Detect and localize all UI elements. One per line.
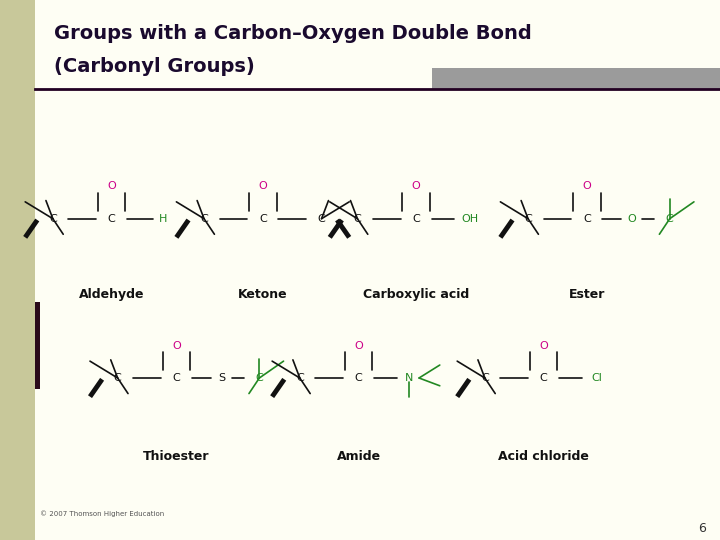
Text: Ketone: Ketone <box>238 288 287 301</box>
Text: C: C <box>296 373 304 383</box>
Text: Thioester: Thioester <box>143 450 210 463</box>
Text: O: O <box>172 341 181 350</box>
Text: S: S <box>217 373 225 383</box>
Text: O: O <box>354 341 363 350</box>
Text: Carboxylic acid: Carboxylic acid <box>363 288 469 301</box>
Text: Amide: Amide <box>336 450 381 463</box>
Text: O: O <box>412 181 420 191</box>
Text: C: C <box>318 214 325 224</box>
Text: C: C <box>259 214 266 224</box>
Text: C: C <box>540 373 547 383</box>
Text: Groups with a Carbon–Oxygen Double Bond: Groups with a Carbon–Oxygen Double Bond <box>54 24 532 43</box>
Text: C: C <box>354 214 361 224</box>
Text: Ester: Ester <box>569 288 605 301</box>
Text: C: C <box>173 373 180 383</box>
Text: © 2007 Thomson Higher Education: © 2007 Thomson Higher Education <box>40 511 164 517</box>
Text: C: C <box>413 214 420 224</box>
Bar <box>0 0 35 540</box>
Text: (Carbonyl Groups): (Carbonyl Groups) <box>54 57 255 76</box>
Text: C: C <box>583 214 590 224</box>
Text: O: O <box>258 181 267 191</box>
Bar <box>432 68 720 89</box>
Text: C: C <box>108 214 115 224</box>
Bar <box>35 302 40 389</box>
Text: C: C <box>49 214 57 224</box>
Text: O: O <box>107 181 116 191</box>
Text: Acid chloride: Acid chloride <box>498 450 589 463</box>
Text: Cl: Cl <box>592 373 603 383</box>
Text: C: C <box>200 214 208 224</box>
Text: C: C <box>524 214 532 224</box>
Text: O: O <box>582 181 591 191</box>
Text: Aldehyde: Aldehyde <box>79 288 144 301</box>
Text: C: C <box>355 373 362 383</box>
Text: C: C <box>666 214 674 224</box>
Text: N: N <box>405 373 413 383</box>
Text: C: C <box>114 373 122 383</box>
Text: OH: OH <box>462 214 478 224</box>
Text: H: H <box>159 214 168 224</box>
Text: 6: 6 <box>698 522 706 535</box>
Text: O: O <box>627 214 636 224</box>
Text: C: C <box>481 373 489 383</box>
Text: C: C <box>256 373 264 383</box>
Text: O: O <box>539 341 548 350</box>
